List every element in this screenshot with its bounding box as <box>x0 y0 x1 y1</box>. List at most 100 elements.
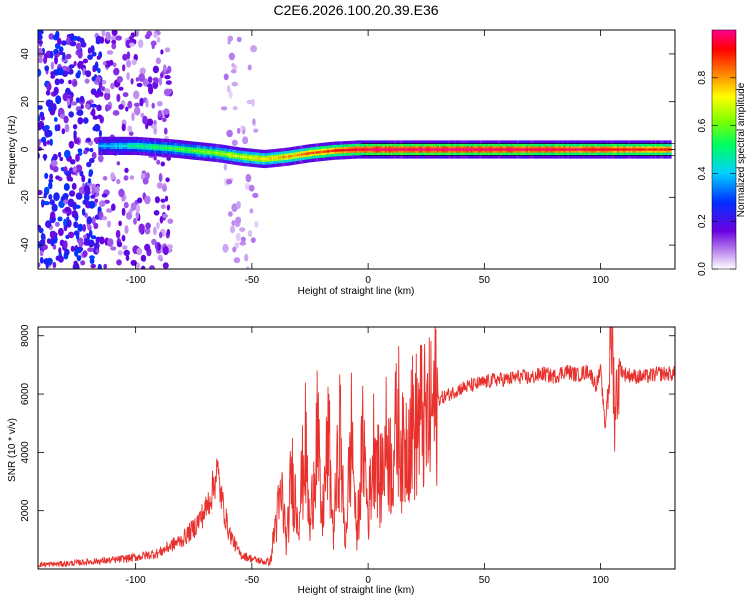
heatmap-ridge-mark <box>457 148 460 151</box>
heatmap-noise-mark <box>133 90 140 100</box>
heatmap-noise-mark <box>87 178 92 184</box>
heatmap-ridge-mark <box>429 148 432 151</box>
heatmap-ridge-mark <box>130 144 133 148</box>
heatmap-noise-mark <box>52 153 58 161</box>
heatmap-noise-mark <box>157 254 163 261</box>
heatmap-noise-mark <box>162 213 169 219</box>
snr-x-tick-label: -100 <box>126 575 146 586</box>
heatmap-noise-mark <box>97 68 101 74</box>
snr-panel: -100 -50 0 50 100 2000 4000 6000 8000 Height of… <box>7 324 676 596</box>
heatmap-ridge-mark <box>343 149 347 152</box>
heatmap-noise-mark <box>110 172 115 180</box>
heatmap-noise-mark <box>146 118 154 126</box>
heatmap-noise-mark <box>72 124 78 130</box>
heatmap-noise-mark <box>75 42 82 51</box>
heatmap-ridge-mark <box>379 148 382 151</box>
snr-series-line <box>38 327 675 568</box>
heatmap-noise-mark <box>163 64 167 73</box>
heatmap-ridge-mark <box>550 148 553 151</box>
heatmap-noise-mark <box>76 111 82 116</box>
heatmap-ridge-mark <box>546 148 549 151</box>
heatmap-noise-mark <box>90 235 97 240</box>
heatmap-ridge-mark <box>325 150 328 153</box>
heatmap-noise-mark <box>90 194 96 199</box>
heatmap-ridge-mark <box>154 146 157 149</box>
heatmap-ridge-mark <box>329 149 332 153</box>
heatmap-ridge-mark <box>120 144 123 148</box>
heatmap-noise-mark <box>127 125 133 133</box>
heatmap-ridge-mark <box>299 153 302 156</box>
snr-frame <box>37 326 676 570</box>
heatmap-ridge-mark <box>258 157 261 160</box>
heatmap-noise-mark <box>235 232 241 242</box>
heatmap-noise-mark <box>49 173 53 180</box>
heatmap-ridge-mark <box>461 148 464 151</box>
heatmap-noise-mark <box>83 185 91 194</box>
heatmap-noise-mark <box>230 69 237 74</box>
snr-x-tick-label: 0 <box>365 575 371 586</box>
heatmap-noise-mark <box>46 140 51 145</box>
heatmap-ridge-mark <box>446 148 449 151</box>
heatmap-noise-mark <box>244 253 249 262</box>
heatmap-ridge-mark <box>468 148 471 151</box>
heatmap-ridge-mark <box>433 148 436 151</box>
heatmap-ridge-mark <box>595 148 598 151</box>
heatmap-noise-mark <box>55 30 60 39</box>
heatmap-noise-mark <box>38 115 41 122</box>
heatmap-ridge-mark <box>137 144 140 148</box>
heatmap-ridge-mark <box>505 148 508 151</box>
heatmap-noise-mark <box>77 61 83 69</box>
heatmap-noise-mark <box>246 265 250 269</box>
heatmap-noise-mark <box>84 78 90 84</box>
heatmap-ridge-mark <box>193 149 196 152</box>
heatmap-noise-mark <box>226 85 231 93</box>
heatmap-noise-mark <box>247 230 253 237</box>
heatmap-ridge-mark <box>552 148 555 151</box>
heatmap-ridge-mark <box>377 148 380 151</box>
heatmap-ridge-mark <box>606 148 609 151</box>
heatmap-ridge-mark <box>414 148 417 151</box>
heatmap-ridge-mark <box>195 149 198 152</box>
heatmap-ridge-mark <box>608 148 611 151</box>
heatmap-ridge-mark <box>113 144 116 148</box>
heatmap-ridge-mark <box>390 148 393 151</box>
heatmap-ridge-mark <box>221 152 224 155</box>
heatmap-noise-mark <box>116 161 121 166</box>
heatmap-noise-mark <box>83 234 88 239</box>
heatmap-ridge-mark <box>208 151 211 154</box>
heatmap-noise-mark <box>69 190 76 197</box>
heatmap-noise-mark <box>133 217 137 225</box>
heatmap-noise-mark <box>144 195 151 205</box>
heatmap-noise-mark <box>116 93 121 102</box>
heatmap-ridge-mark <box>187 148 190 152</box>
heatmap-noise-mark <box>133 102 140 108</box>
snr-y-label: SNR (10 * v/v) <box>7 418 18 482</box>
heatmap-noise-mark <box>38 146 43 151</box>
heatmap-noise-mark <box>83 117 89 124</box>
heatmap-ridge-mark <box>178 147 181 151</box>
heatmap-noise-mark <box>56 67 64 76</box>
heatmap-ridge-mark <box>591 148 594 151</box>
heatmap-ridge-mark <box>649 148 652 151</box>
heatmap-ridge-mark <box>647 148 650 151</box>
heatmap-noise-mark <box>231 203 238 213</box>
heatmap-noise-mark <box>153 226 157 236</box>
heatmap-ridge-mark <box>448 148 451 151</box>
heatmap-ridge-mark <box>477 148 481 151</box>
heatmap-noise-mark <box>70 245 75 252</box>
heatmap-noise-mark <box>85 137 91 143</box>
heatmap-noise-mark <box>236 127 241 134</box>
heatmap-ridge-mark <box>435 148 438 151</box>
heatmap-noise-mark <box>96 185 100 193</box>
heatmap-noise-mark <box>110 246 117 251</box>
heatmap-noise-mark <box>83 193 90 202</box>
heatmap-noise-mark <box>122 245 128 250</box>
heatmap-noise-mark <box>135 77 140 82</box>
heatmap-noise-mark <box>141 265 146 269</box>
heatmap-ridge-mark <box>602 148 605 151</box>
heatmap-ridge-mark <box>596 148 600 151</box>
heatmap-noise-mark <box>59 51 64 56</box>
heatmap-noise-mark <box>118 220 122 227</box>
heatmap-noise-mark <box>226 129 233 138</box>
heatmap-noise-mark <box>98 154 104 163</box>
